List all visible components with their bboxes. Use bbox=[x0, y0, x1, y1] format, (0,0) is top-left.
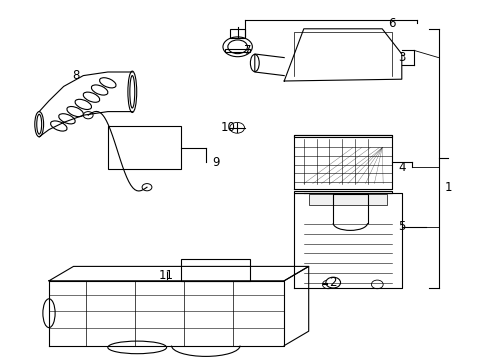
Circle shape bbox=[83, 112, 93, 119]
Text: 4: 4 bbox=[398, 161, 406, 174]
Bar bbox=[294, 135, 392, 137]
Text: 7: 7 bbox=[244, 44, 251, 57]
Text: 2: 2 bbox=[329, 276, 337, 289]
Bar bbox=[230, 29, 245, 38]
Bar bbox=[309, 194, 387, 205]
Text: 1: 1 bbox=[444, 181, 452, 194]
Text: 8: 8 bbox=[72, 69, 80, 82]
Bar bbox=[108, 126, 181, 169]
Text: 5: 5 bbox=[398, 220, 406, 233]
Text: 9: 9 bbox=[212, 156, 220, 168]
Text: 10: 10 bbox=[220, 121, 235, 134]
Text: 6: 6 bbox=[388, 17, 396, 30]
Text: 11: 11 bbox=[159, 269, 174, 282]
Text: 3: 3 bbox=[398, 51, 406, 64]
Bar bbox=[181, 259, 250, 281]
Circle shape bbox=[142, 184, 152, 191]
Circle shape bbox=[326, 277, 341, 288]
Bar bbox=[294, 191, 392, 193]
Bar bbox=[225, 49, 250, 52]
